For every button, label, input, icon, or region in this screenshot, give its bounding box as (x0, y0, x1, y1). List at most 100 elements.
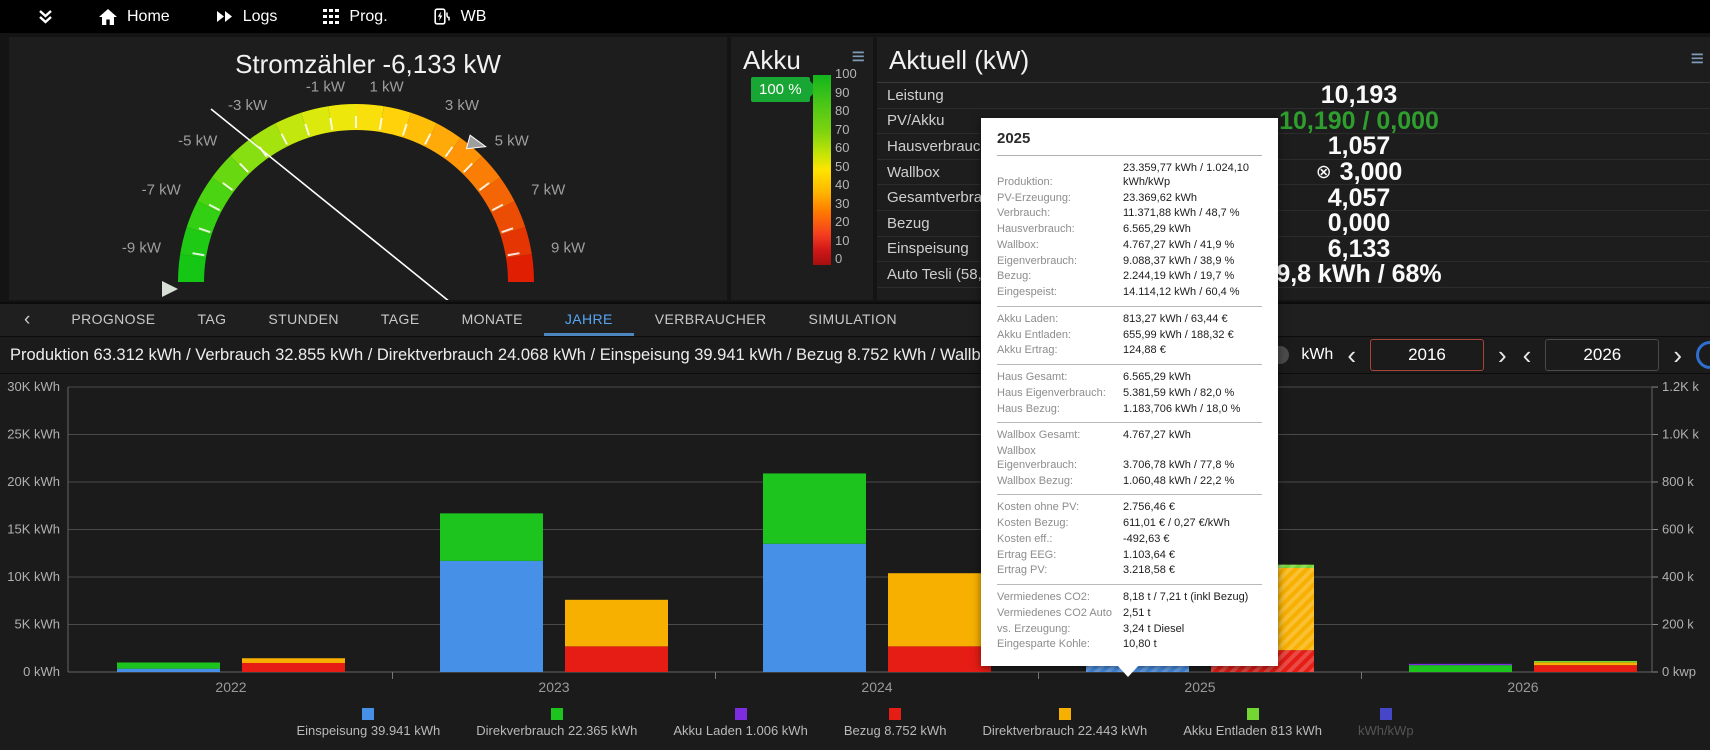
bar-2024-consumption-bezug[interactable] (888, 646, 991, 672)
gauge-tick (192, 252, 205, 257)
tooltip-row-value: 6.565,29 kWh (1123, 223, 1191, 235)
bar-2026-consumption-direktverbrauch[interactable] (1534, 662, 1637, 666)
gauge-title: Stromzähler -6,133 kW (235, 49, 501, 79)
gauge-tick (222, 182, 234, 191)
bar-2024-production-einspeisung[interactable] (763, 543, 866, 672)
legend-item-bezug[interactable]: Bezug 8.752 kWh (844, 708, 946, 738)
year-from-next-icon[interactable]: › (1497, 340, 1507, 370)
year-from-prev-icon[interactable]: ‹ (1347, 340, 1356, 370)
tooltip-row-label: Wallbox Bezug: (997, 474, 1074, 487)
bar-2022-production-einspeisung[interactable] (117, 668, 220, 672)
hamburger-icon[interactable]: ≡ (1690, 45, 1704, 71)
tooltip-row-value: 23.359,77 kWh / 1.024,10 kWh/kWp (1123, 162, 1249, 188)
gauge-arc-segment (186, 201, 221, 236)
gauge-peak-marker (465, 134, 487, 150)
battery-scale-label: 20 (835, 214, 850, 229)
tooltip-row-value: 1.060,48 kWh / 22,2 % (1123, 474, 1235, 487)
row-label: Wallbox (887, 163, 940, 181)
year-to-input[interactable] (1545, 339, 1660, 371)
clipped-refresh-icon[interactable] (1696, 341, 1710, 369)
tab-tag[interactable]: TAG (197, 310, 227, 327)
year-to-next-icon[interactable]: › (1673, 340, 1682, 370)
nav-item-home[interactable]: Home (99, 8, 170, 26)
tooltip-row: Wallbox: 4.767,27 kWh / 41,9 % (997, 238, 1262, 254)
tab-back-chevron-icon[interactable]: ‹ (24, 309, 31, 330)
y-axis-left-label: 0 kWh (23, 664, 60, 679)
tooltip-row-value: 2.756,46 € (1123, 501, 1175, 514)
gauge-arc-segment (300, 106, 333, 138)
nav-item-logs[interactable]: Logs (216, 7, 278, 26)
tooltip-row-value: 2.244,19 kWh / 19,7 % (1123, 270, 1235, 283)
nav-item-wb[interactable]: WB (434, 8, 486, 26)
battery-scale: 100 90 80 70 60 50 40 30 20 10 0 (835, 67, 857, 265)
row-value: 9,8 kWh / 68% (1179, 262, 1539, 287)
row-label: Leistung (887, 86, 944, 104)
legend-item-akku_laden[interactable]: Akku Laden 1.006 kWh (673, 708, 808, 738)
bar-2026-consumption-akku_entladen[interactable] (1534, 660, 1637, 663)
bar-2023-consumption-bezug[interactable] (565, 646, 668, 672)
gauge-tick-label: -7 kW (142, 182, 182, 199)
bar-2023-production-direktverbrauch_pv[interactable] (440, 513, 543, 561)
legend-item-direktverbrauch_pv[interactable]: Direkverbrauch 22.365 kWh (476, 708, 637, 738)
gauge-arc-segment (424, 123, 461, 160)
tooltip-year-title: 2025 (997, 130, 1262, 156)
tooltip-row-value: 23.369,62 kWh (1123, 191, 1197, 204)
gauge-needle (210, 108, 449, 300)
legend-item-kwh_kwp[interactable]: kWh/kWp (1358, 708, 1414, 738)
gauge-arc-segment (491, 201, 526, 236)
bar-2022-production-direktverbrauch_pv[interactable] (117, 662, 220, 669)
tab-jahre[interactable]: JAHRE (543, 304, 634, 336)
tooltip-row-label: Produktion: (997, 175, 1053, 188)
row-value: 4,057 (1179, 185, 1539, 210)
gauge-arc-segment (445, 137, 482, 175)
row-label: Hausverbrauch (887, 137, 989, 155)
ev-charger-icon (434, 8, 451, 25)
nav-item-menu[interactable] (38, 9, 53, 25)
legend-item-direktverbrauch[interactable]: Direktverbrauch 22.443 kWh (982, 708, 1147, 738)
bar-2026-production-akku_laden[interactable] (1409, 663, 1512, 666)
gauge-arc-segment (402, 112, 437, 147)
bar-2026-consumption-bezug[interactable] (1534, 665, 1637, 672)
bar-2024-production-direktverbrauch_pv[interactable] (763, 473, 866, 544)
legend-item-einspeisung[interactable]: Einspeisung 39.941 kWh (296, 708, 440, 738)
hamburger-icon[interactable]: ≡ (851, 43, 865, 69)
year-to-prev-icon[interactable]: ‹ (1522, 340, 1532, 370)
table-row: Bezug 0,000 (877, 211, 1710, 237)
tooltip-group: Vermiedenes CO2: 8,18 t / 7,21 t (inkl Be… (997, 585, 1262, 658)
tooltip-row: Eingespeist: 14.114,12 kWh / 60,4 % (997, 285, 1262, 301)
tooltip-row-value: 4.767,27 kWh / 41,9 % (1123, 238, 1235, 251)
year-tooltip: 2025 Produktion: 23.359,77 kWh / 1.024,10… (981, 118, 1278, 677)
gauge-arc-segment (180, 226, 212, 259)
bar-2026-production-direktverbrauch_pv[interactable] (1409, 665, 1512, 672)
gauge-tick (378, 117, 383, 131)
battery-scale-label: 90 (835, 84, 850, 100)
legend-swatch (550, 708, 563, 720)
tooltip-row-value: 3,24 t Diesel (1123, 622, 1185, 635)
tooltip-row-label: Bezug: (997, 270, 1032, 283)
bar-2023-production-einspeisung[interactable] (440, 560, 543, 672)
nav-item-label: Logs (242, 7, 278, 25)
tab-simulation[interactable]: SIMULATION (808, 310, 898, 327)
nav-item-prog[interactable]: Prog. (323, 8, 388, 26)
bar-2022-consumption-direktverbrauch[interactable] (242, 658, 345, 663)
tab-verbraucher[interactable]: VERBRAUCHER (654, 310, 767, 327)
bar-2022-consumption-bezug[interactable] (242, 662, 345, 672)
home-icon (99, 8, 117, 25)
tooltip-row-label: Kosten ohne PV: (997, 501, 1080, 514)
tab-monate[interactable]: MONATE (461, 310, 523, 327)
tooltip-row: Eigenverbrauch: 9.088,37 kWh / 38,9 % (997, 254, 1262, 270)
gauge-tick (491, 203, 504, 212)
battery-scale-label: 30 (835, 195, 850, 211)
battery-scale-label: 100 (835, 66, 857, 81)
tab-prognose[interactable]: PROGNOSE (71, 310, 156, 327)
bar-2023-consumption-direktverbrauch[interactable] (565, 599, 668, 647)
y-axis-left-label: 25K kWh (7, 427, 60, 442)
gauge-arc-segment (355, 104, 384, 132)
year-from-input[interactable] (1369, 339, 1484, 371)
bar-2024-consumption-direktverbrauch[interactable] (888, 573, 991, 647)
tooltip-row: Akku Laden: 813,27 kWh / 63,44 € (997, 312, 1262, 328)
legend-item-akku_entladen[interactable]: Akku Entladen 813 kWh (1183, 708, 1322, 738)
tab-tage[interactable]: TAGE (380, 310, 420, 327)
legend-label: Direkverbrauch 22.365 kWh (476, 723, 638, 738)
tab-stunden[interactable]: STUNDEN (268, 310, 339, 327)
